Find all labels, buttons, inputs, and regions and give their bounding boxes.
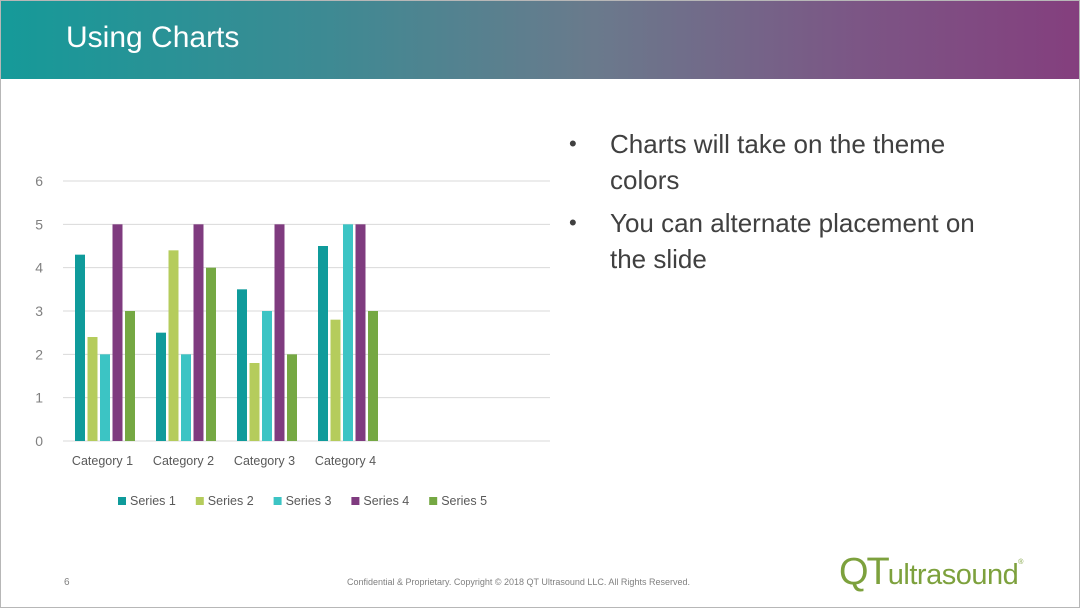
title-bar: Using Charts bbox=[1, 1, 1079, 79]
legend-label: Series 3 bbox=[286, 494, 332, 508]
bullet-icon: • bbox=[569, 210, 577, 235]
x-tick-label: Category 3 bbox=[234, 454, 295, 468]
y-tick-label: 6 bbox=[35, 173, 43, 189]
bullet-item: • Charts will take on the theme colors bbox=[569, 126, 989, 198]
bar bbox=[125, 311, 135, 441]
legend-label: Series 2 bbox=[208, 494, 254, 508]
bar bbox=[168, 250, 179, 441]
bullet-list: • Charts will take on the theme colors • Y… bbox=[569, 126, 989, 284]
bar bbox=[368, 311, 378, 441]
x-tick-label: Category 4 bbox=[315, 454, 376, 468]
y-tick-label: 3 bbox=[35, 303, 43, 319]
logo-qt: QT bbox=[839, 551, 890, 593]
bar bbox=[156, 332, 166, 441]
legend-swatch bbox=[273, 497, 282, 505]
bar bbox=[112, 224, 123, 441]
footer-copyright: Confidential & Proprietary. Copyright © … bbox=[347, 577, 690, 587]
legend-swatch bbox=[429, 497, 438, 505]
logo-registered: ® bbox=[1018, 559, 1024, 566]
y-tick-label: 4 bbox=[35, 260, 43, 276]
bar bbox=[249, 363, 260, 441]
bar bbox=[287, 354, 297, 441]
y-tick-label: 2 bbox=[35, 346, 43, 362]
bullet-text: Charts will take on the theme colors bbox=[610, 129, 946, 195]
y-tick-label: 5 bbox=[35, 216, 43, 232]
logo-word: ultrasound bbox=[887, 559, 1019, 591]
y-tick-label: 0 bbox=[35, 433, 43, 449]
legend-label: Series 5 bbox=[441, 494, 487, 508]
bar bbox=[274, 224, 285, 441]
bar bbox=[330, 319, 341, 441]
bar-chart: 0 1 2 3 4 5 6 Category 1 Category 2 Category 3 Cat… bbox=[35, 173, 550, 508]
legend-swatch bbox=[195, 497, 204, 505]
page-number: 6 bbox=[64, 577, 70, 588]
bar bbox=[318, 246, 328, 441]
x-tick-label: Category 1 bbox=[72, 454, 133, 468]
bar bbox=[193, 224, 204, 441]
legend-label: Series 1 bbox=[130, 494, 176, 508]
bar bbox=[355, 224, 366, 441]
bullet-text: You can alternate placement on the slide bbox=[610, 208, 975, 274]
bar bbox=[206, 267, 216, 441]
bullet-icon: • bbox=[569, 131, 577, 156]
legend-label: Series 4 bbox=[363, 494, 409, 508]
bar bbox=[237, 289, 247, 441]
bar bbox=[100, 354, 110, 441]
legend-swatch bbox=[351, 497, 360, 505]
bullet-item: • You can alternate placement on the slid… bbox=[569, 205, 989, 277]
bar bbox=[87, 337, 98, 441]
bar bbox=[343, 224, 353, 441]
bar bbox=[75, 254, 85, 441]
company-logo: QTultrasound® bbox=[839, 551, 1023, 594]
slide-title: Using Charts bbox=[66, 21, 240, 54]
legend-swatch bbox=[118, 497, 126, 505]
y-tick-label: 1 bbox=[35, 390, 43, 406]
bar bbox=[262, 311, 272, 441]
x-tick-label: Category 2 bbox=[153, 454, 214, 468]
bar bbox=[181, 354, 191, 441]
